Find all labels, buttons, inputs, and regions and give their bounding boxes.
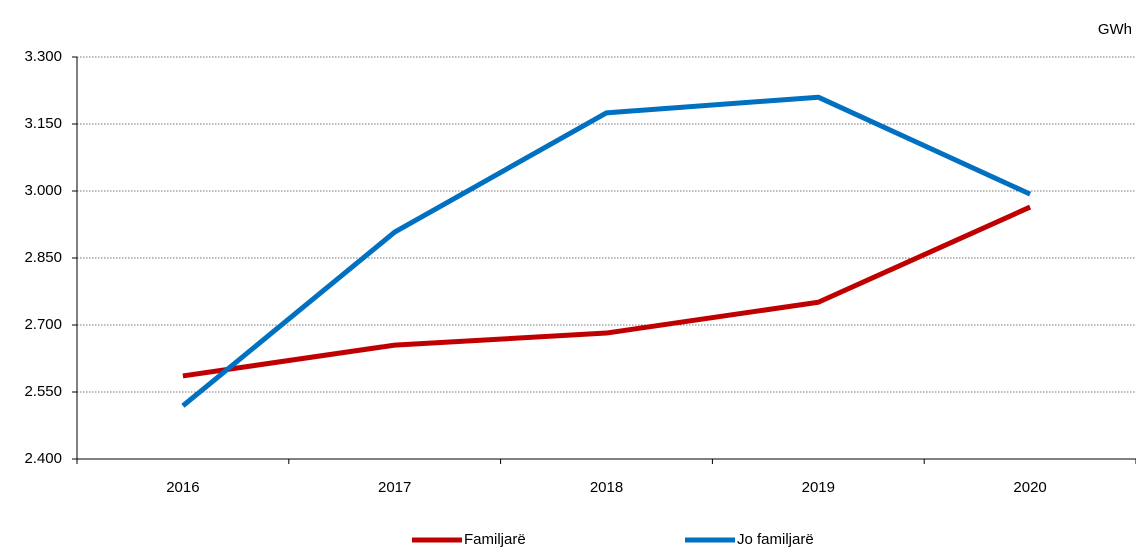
x-tick-label: 2019 xyxy=(802,479,835,496)
y-tick-label: 2.400 xyxy=(24,450,62,467)
legend-label: Familjarë xyxy=(464,531,526,548)
legend-label: Jo familjarë xyxy=(737,531,814,548)
y-tick-label: 3.150 xyxy=(24,115,62,132)
y-tick-label: 2.700 xyxy=(24,316,62,333)
y-tick-label: 2.850 xyxy=(24,249,62,266)
x-tick-label: 2020 xyxy=(1013,479,1046,496)
x-tick-label: 2017 xyxy=(378,479,411,496)
x-tick-label: 2018 xyxy=(590,479,623,496)
y-tick-label: 2.550 xyxy=(24,383,62,400)
unit-label: GWh xyxy=(1098,21,1132,38)
series-line xyxy=(181,94,1032,408)
y-tick-label: 3.000 xyxy=(24,182,62,199)
y-tick-label: 3.300 xyxy=(24,48,62,65)
series-line xyxy=(182,204,1032,379)
x-tick-label: 2016 xyxy=(166,479,199,496)
